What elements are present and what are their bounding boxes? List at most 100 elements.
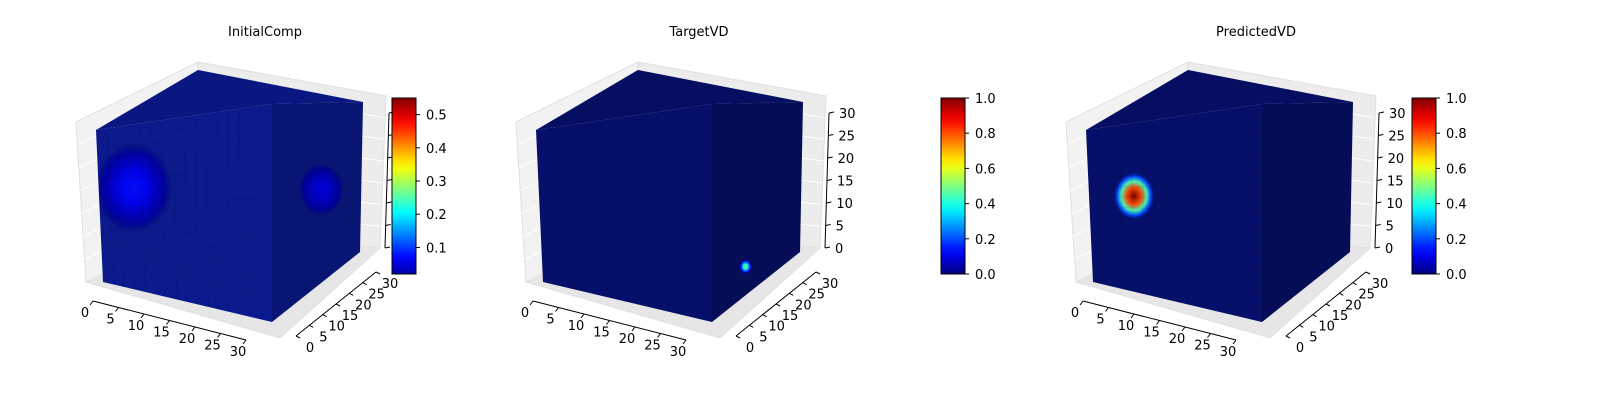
voxel-line <box>106 128 115 285</box>
z-tick-label: 15 <box>837 175 854 190</box>
voxel-line <box>623 116 628 303</box>
cube-top-shade <box>1086 70 1353 130</box>
colorbar-tick-label: 0.8 <box>975 127 996 142</box>
voxel-line <box>1206 112 1210 310</box>
voxel-line <box>117 126 125 288</box>
panel-title-initialcomp: InitialComp <box>228 25 302 40</box>
x-tick-label: 10 <box>568 319 585 334</box>
voxel-line <box>96 130 273 150</box>
colorbar-tick-label: 0.8 <box>1446 127 1467 142</box>
voxel-line <box>539 196 713 200</box>
z-tick <box>824 246 831 249</box>
z-tick-label: 10 <box>836 197 853 212</box>
voxel-line <box>1090 224 1263 241</box>
x-tick-label: 25 <box>1194 339 1211 354</box>
x-tick-label: 10 <box>128 319 145 334</box>
voxel-line <box>1087 144 1263 159</box>
x-tick <box>166 320 170 325</box>
voxel-line <box>539 205 713 214</box>
y-tick-label: 20 <box>355 298 372 313</box>
voxel-line <box>1091 253 1263 282</box>
voxel-line <box>100 224 273 241</box>
z-tick <box>1378 134 1384 136</box>
colorbar-tick-label: 0.4 <box>1446 198 1467 213</box>
y-tick <box>1299 324 1304 328</box>
colorbar <box>1411 97 1437 275</box>
x-tick <box>242 339 247 345</box>
y-tick-label: 0 <box>1296 341 1304 356</box>
z-tick-label: 15 <box>1387 175 1404 190</box>
voxel-line <box>1239 107 1242 318</box>
voxel-line <box>601 120 607 298</box>
voxel-line <box>645 113 650 308</box>
z-tick-label: 0 <box>1385 242 1393 257</box>
x-tick <box>1207 333 1211 338</box>
voxel-line <box>656 112 660 310</box>
voxel-line <box>542 272 713 309</box>
x-tick-label: 20 <box>1169 332 1186 347</box>
x-tick-label: 0 <box>521 306 529 321</box>
colorbar-tick-label: 0.1 <box>426 241 447 256</box>
x-tick <box>1232 339 1237 345</box>
x-tick-label: 10 <box>1118 319 1135 334</box>
voxel-line <box>101 253 273 282</box>
y-tick <box>309 324 314 328</box>
voxel-line <box>1092 272 1263 309</box>
voxel-line <box>1086 130 1263 150</box>
y-tick <box>295 335 301 339</box>
x-tick <box>606 320 610 325</box>
x-tick-label: 30 <box>230 345 247 360</box>
voxel-line <box>1090 234 1263 255</box>
voxel-line <box>1140 121 1147 295</box>
y-tick-label: 20 <box>795 298 812 313</box>
z-tick-label: 20 <box>1388 152 1405 167</box>
voxel-line <box>216 112 220 310</box>
voxel-line <box>689 107 692 318</box>
voxel-line <box>1088 171 1263 178</box>
y-tick-label: 30 <box>822 277 839 292</box>
z-tick-label: 5 <box>836 220 844 235</box>
z-tick <box>828 134 834 136</box>
z-tick-label: 25 <box>1388 130 1405 145</box>
y-tick-label: 20 <box>1345 298 1362 313</box>
x-tick-label: 30 <box>670 345 687 360</box>
z-tick <box>1377 156 1383 159</box>
voxel-line <box>590 121 597 295</box>
voxel-line <box>1162 118 1168 300</box>
voxel-line <box>1089 205 1263 214</box>
cube-top-face <box>1086 70 1353 130</box>
voxel-line <box>546 128 555 285</box>
voxel-line <box>1184 115 1189 305</box>
y-tick-label: 10 <box>1318 320 1335 335</box>
colorbar-tick-label: 0.4 <box>426 142 447 157</box>
x-tick <box>115 307 119 312</box>
intensity-blob <box>739 259 752 274</box>
voxel-line <box>96 117 273 140</box>
y-tick-label: 10 <box>768 320 785 335</box>
voxel-line <box>1195 113 1200 308</box>
voxel-line <box>541 253 713 282</box>
x-tick <box>1105 307 1109 312</box>
voxel-line <box>667 110 671 313</box>
voxel-line <box>1086 117 1263 140</box>
x-tick <box>1156 320 1160 325</box>
y-tick <box>335 303 341 307</box>
x-tick-label: 25 <box>204 339 221 354</box>
y-tick <box>362 282 367 286</box>
voxel-line <box>102 262 273 296</box>
cube-front-face <box>1086 104 1262 322</box>
y-tick-label: 5 <box>319 330 327 345</box>
x-tick <box>657 333 661 338</box>
colorbar <box>940 97 966 275</box>
cube-side-shade <box>1262 102 1353 322</box>
colorbar-tick-label: 1.0 <box>975 92 996 107</box>
cube-side-face <box>712 102 803 322</box>
y-tick <box>375 271 381 275</box>
voxel-line <box>1151 120 1157 298</box>
y-tick-label: 30 <box>1372 277 1389 292</box>
x-tick-label: 5 <box>106 313 114 328</box>
cube-top-shade <box>96 70 363 130</box>
y-tick <box>322 314 327 318</box>
cube-side-face <box>1262 102 1353 322</box>
